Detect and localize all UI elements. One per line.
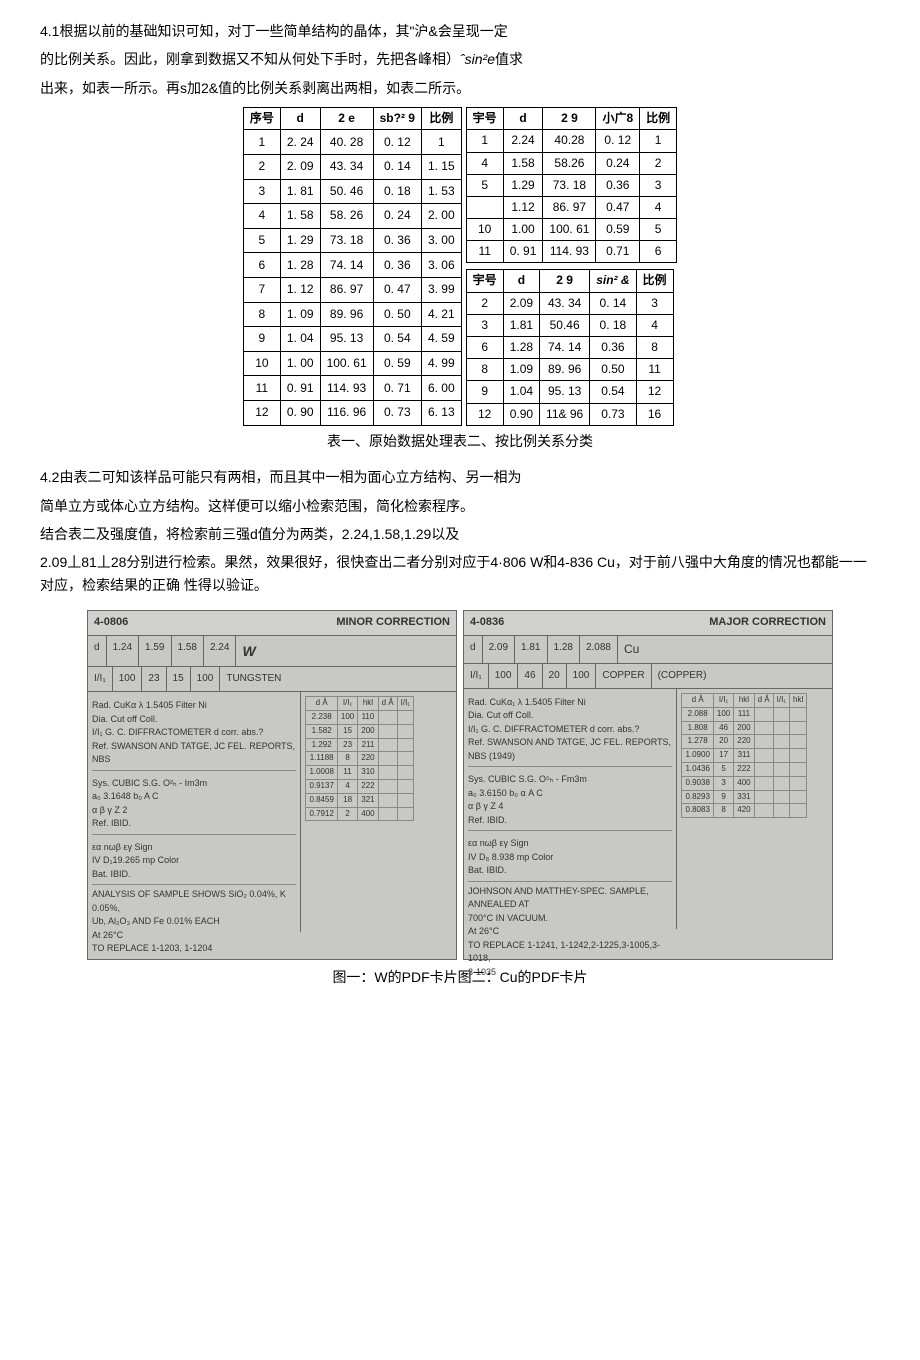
table-row: 110. 91114. 930.716: [466, 241, 676, 263]
table-row: 51.2973. 180.363: [466, 174, 676, 196]
table-row: 2.238100110: [306, 710, 414, 724]
table-row: 0.845918321: [306, 793, 414, 807]
card2-number: 4-0836: [470, 614, 504, 632]
t2a-h1: d: [503, 108, 543, 130]
right-tables: 宇号 d 2 9 小广8 比例 12.2440.280. 12141.5858.…: [466, 107, 677, 426]
pdf-card-cu: 4-0836 MAJOR CORRECTION d 2.09 1.81 1.28…: [463, 610, 833, 960]
table-row: 61. 2874. 140. 363. 06: [243, 253, 461, 278]
card2-right: d Å I/I₁ hkl d Å I/I₁ hkl 2.0881001111.8…: [677, 689, 832, 929]
table-row: 1.80846200: [682, 721, 807, 735]
table-row: 101.00100. 610.595: [466, 219, 676, 241]
t2b-h3: sin² &: [590, 270, 636, 292]
p1b-text: 的比例关系。因此，刚拿到数据又不知从何处下手时，先把各峰相）: [40, 51, 460, 67]
card1-right: d Å I/I₁ hkl d Å I/I₁ 2.2381001101.58215…: [301, 692, 456, 932]
card1-left: Rad. CuKα λ 1.5405 Filter Ni Dia. Cut of…: [88, 692, 301, 932]
table-row: 0.80838420: [682, 804, 807, 818]
table-row: 0.82939331: [682, 790, 807, 804]
table-row: 61.2874. 140.368: [466, 337, 673, 359]
paragraph-1a: 4.1根据以前的基础知识可知，对丁一些简单结构的晶体，其"沪&会呈现一定: [40, 20, 880, 42]
table-row: 31. 8150. 460. 181. 53: [243, 179, 461, 204]
table-row: 51. 2973. 180. 363. 00: [243, 228, 461, 253]
t2a-h3: 小广8: [596, 108, 640, 130]
card1-body: Rad. CuKα λ 1.5405 Filter Ni Dia. Cut of…: [88, 692, 456, 932]
table-row: 1.58215200: [306, 724, 414, 738]
table-row: 22. 0943. 340. 141. 15: [243, 154, 461, 179]
card2-body: Rad. CuKα₁ λ 1.5405 Filter Ni Dia. Cut o…: [464, 689, 832, 929]
table-2b: 宇号 d 2 9 sin² & 比例 22.0943. 340. 14331.8…: [466, 269, 674, 425]
table-1: 序号 d 2 e sb?² 9 比例 12. 2440. 280. 12122.…: [243, 107, 462, 426]
paragraph-2d: 2.09丄81丄28分别进行检索。果然，效果很好，很快查出二者分别对应于4·80…: [40, 551, 880, 596]
table-row: 71. 1286. 970. 473. 99: [243, 278, 461, 303]
table-row: 1.04365222: [682, 762, 807, 776]
paragraph-2c: 结合表二及强度值，将检索前三强d值分为两类，2.24,1.58,1.29以及: [40, 523, 880, 545]
table-row: 0.79122400: [306, 807, 414, 821]
table-row: 1.29223211: [306, 738, 414, 752]
table-row: 31.8150.460. 184: [466, 314, 673, 336]
table-row: 1.1286. 970.474: [466, 196, 676, 218]
tables-container: 序号 d 2 e sb?² 9 比例 12. 2440. 280. 12122.…: [40, 107, 880, 426]
card1-row-d: d 1.24 1.59 1.58 2.24 W: [88, 636, 456, 667]
t2a-h0: 宇号: [466, 108, 503, 130]
table-row: 110. 91114. 930. 716. 00: [243, 376, 461, 401]
table-row: 101. 00100. 610. 594. 99: [243, 351, 461, 376]
t2b-h1: d: [503, 270, 539, 292]
table-row: 91. 0495. 130. 544. 59: [243, 327, 461, 352]
table-row: 81.0989. 960.5011: [466, 359, 673, 381]
card2-left: Rad. CuKα₁ λ 1.5405 Filter Ni Dia. Cut o…: [464, 689, 677, 929]
t1-h2: 2 e: [320, 108, 373, 130]
paragraph-2b: 简单立方或体心立方结构。这样便可以缩小检索范围，简化检索程序。: [40, 495, 880, 517]
table-caption-1: 表一、原始数据处理表二、按比例关系分类: [40, 430, 880, 452]
table-row: 81. 0989. 960. 504. 21: [243, 302, 461, 327]
card1-mini-table: d Å I/I₁ hkl d Å I/I₁ 2.2381001101.58215…: [305, 696, 414, 821]
table-row: 91.0495. 130.5412: [466, 381, 673, 403]
t2b-h2: 2 9: [540, 270, 590, 292]
card2-mini-table: d Å I/I₁ hkl d Å I/I₁ hkl 2.0881001111.8…: [681, 693, 807, 818]
card2-row-d: d 2.09 1.81 1.28 2.088 Cu: [464, 636, 832, 664]
t1-h1: d: [280, 108, 320, 130]
pdf-cards-row: 4-0806 MINOR CORRECTION d 1.24 1.59 1.58…: [40, 610, 880, 960]
table-row: 22.0943. 340. 143: [466, 292, 673, 314]
table-row: 12. 2440. 280. 121: [243, 130, 461, 155]
cards-caption: 图一：W的PDF卡片图二：Cu的PDF卡片: [40, 966, 880, 988]
p1b-end: 值求: [495, 51, 523, 67]
table-row: 1.090017311: [682, 749, 807, 763]
card1-row-ii: I/I₁ 100 23 15 100 TUNGSTEN: [88, 667, 456, 692]
card1-number: 4-0806: [94, 614, 128, 632]
table-row: 41.5858.260.242: [466, 152, 676, 174]
t1-h3: sb?² 9: [373, 108, 421, 130]
table-row: 1.27820220: [682, 735, 807, 749]
table-row: 0.90383400: [682, 776, 807, 790]
table-row: 41. 5858. 260. 242. 00: [243, 204, 461, 229]
paragraph-1c: 出来，如表一所示。再s加2&值的比例关系剥离出两相，如表二所示。: [40, 77, 880, 99]
card1-correction: MINOR CORRECTION: [336, 614, 450, 632]
card2-row-ii: I/I₁ 100 46 20 100 COPPER (COPPER): [464, 664, 832, 689]
t2a-h4: 比例: [640, 108, 677, 130]
table-row: 120.9011& 960.7316: [466, 403, 673, 425]
t2a-h2: 2 9: [543, 108, 596, 130]
table-row: 2.088100111: [682, 707, 807, 721]
table-row: 12.2440.280. 121: [466, 130, 676, 152]
table-row: 1.000811310: [306, 766, 414, 780]
t2b-h4: 比例: [636, 270, 673, 292]
paragraph-1b: 的比例关系。因此，刚拿到数据又不知从何处下手时，先把各峰相）ˆsin²e值求: [40, 48, 880, 70]
table-row: 1.11888220: [306, 752, 414, 766]
table-row: 0.91374222: [306, 779, 414, 793]
p1b-formula: ˆsin²e: [460, 51, 495, 67]
card2-correction: MAJOR CORRECTION: [709, 614, 826, 632]
card1-header: 4-0806 MINOR CORRECTION: [88, 611, 456, 636]
pdf-card-w: 4-0806 MINOR CORRECTION d 1.24 1.59 1.58…: [87, 610, 457, 960]
table-row: 120. 90116. 960. 736. 13: [243, 401, 461, 426]
t2b-h0: 宇号: [466, 270, 503, 292]
t1-h4: 比例: [421, 108, 461, 130]
t1-h0: 序号: [243, 108, 280, 130]
table-2a: 宇号 d 2 9 小广8 比例 12.2440.280. 12141.5858.…: [466, 107, 677, 263]
card2-header: 4-0836 MAJOR CORRECTION: [464, 611, 832, 636]
paragraph-2a: 4.2由表二可知该样品可能只有两相，而且其中一相为面心立方结构、另一相为: [40, 466, 880, 488]
